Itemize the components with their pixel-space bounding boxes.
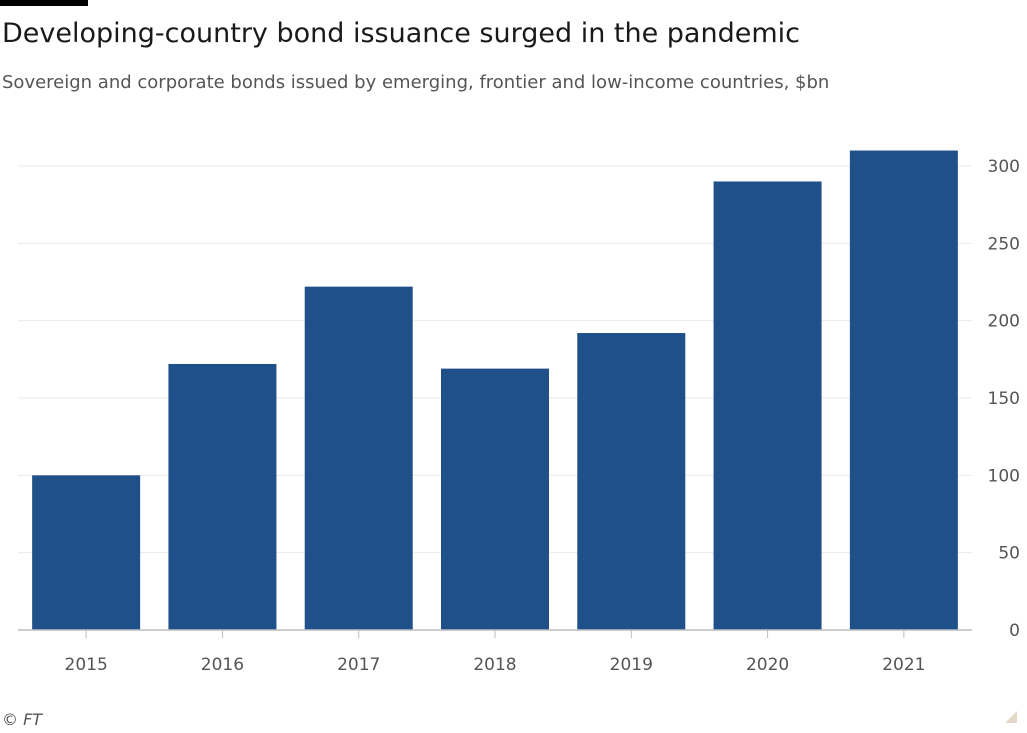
y-tick-label: 300 [988,157,1020,177]
bar-2015 [32,475,141,630]
x-tick-label: 2016 [201,655,244,675]
corner-mark [1005,711,1017,723]
brand-bar [0,0,88,6]
x-tick-label: 2015 [65,655,108,675]
x-tick-label: 2021 [882,655,925,675]
bar-2021 [849,150,958,630]
y-tick-label: 250 [988,234,1020,254]
x-tick-label: 2018 [473,655,516,675]
x-tick-label: 2019 [610,655,653,675]
y-tick-label: 100 [988,466,1020,486]
bar-2019 [577,333,686,630]
y-tick-label: 50 [998,544,1020,564]
x-tick-label: 2017 [337,655,380,675]
y-tick-label: 200 [988,312,1020,332]
source-credit: © FT [2,710,43,729]
bar-chart: 0 50 100 150 200 250 300 2015 2016 2017 2018 2019 20… [18,150,1020,675]
bar-2017 [304,286,413,630]
chart-title: Developing-country bond issuance surged … [2,18,800,49]
x-tick-label: 2020 [746,655,789,675]
chart-subtitle: Sovereign and corporate bonds issued by … [2,72,830,93]
y-tick-label: 0 [1009,621,1020,641]
y-tick-label: 150 [988,389,1020,409]
bar-2020 [713,181,822,630]
bar-2018 [441,368,549,630]
bar-2016 [168,363,277,630]
